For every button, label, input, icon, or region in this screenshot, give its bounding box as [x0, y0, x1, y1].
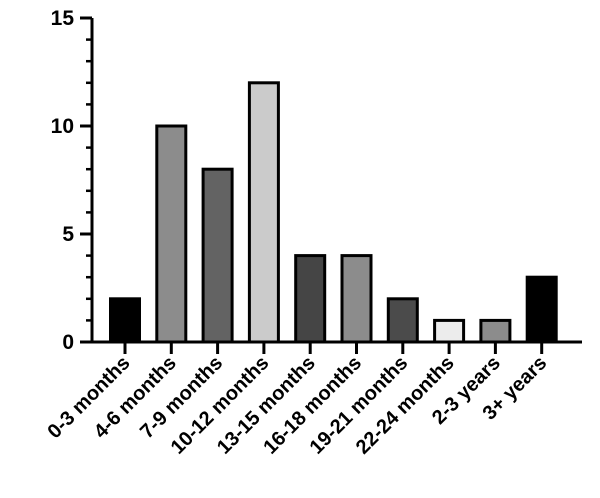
y-tick-label: 15 [51, 7, 75, 30]
bar [433, 318, 466, 344]
bar [386, 297, 419, 344]
bar [340, 254, 373, 344]
y-tick-label: 10 [51, 115, 74, 138]
y-tick-label: 5 [62, 223, 74, 246]
bar [525, 275, 558, 344]
bar [109, 297, 141, 344]
bars [109, 81, 558, 344]
bar [479, 318, 512, 344]
bar [294, 254, 327, 344]
y-tick-label: 0 [62, 331, 74, 354]
bar [247, 81, 280, 344]
bar [201, 167, 234, 344]
y-axis: 0 5 10 15 [51, 7, 94, 354]
bar [155, 124, 188, 344]
